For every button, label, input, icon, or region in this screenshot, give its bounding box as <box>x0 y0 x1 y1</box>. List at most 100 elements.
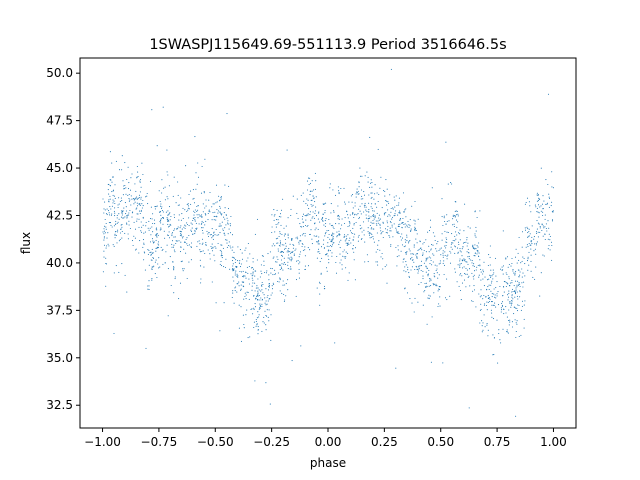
data-point <box>164 262 166 264</box>
data-point <box>237 276 239 278</box>
data-point <box>181 228 183 230</box>
data-point <box>261 273 263 275</box>
data-point <box>121 230 123 233</box>
data-point <box>341 224 343 226</box>
data-point <box>400 250 402 252</box>
data-point <box>212 203 214 205</box>
data-point <box>433 275 435 277</box>
data-point <box>546 230 548 232</box>
data-point <box>477 251 479 253</box>
data-point <box>325 232 327 234</box>
data-point <box>374 215 376 217</box>
data-point <box>109 195 111 197</box>
data-point <box>149 218 152 220</box>
data-point <box>219 263 221 265</box>
data-point <box>324 212 326 214</box>
data-point <box>397 245 399 247</box>
data-point <box>479 309 481 312</box>
data-point <box>254 290 256 292</box>
data-point <box>411 302 413 304</box>
data-point <box>172 195 174 197</box>
data-point <box>429 263 431 265</box>
data-point <box>152 257 155 259</box>
data-point <box>219 199 221 201</box>
data-point <box>261 330 263 332</box>
data-point <box>279 213 282 215</box>
data-point <box>121 263 123 265</box>
data-point <box>516 291 518 293</box>
data-point <box>398 255 400 257</box>
data-point <box>368 209 370 211</box>
data-point <box>345 267 347 269</box>
data-point <box>511 291 513 293</box>
data-point <box>348 221 350 223</box>
data-point <box>519 296 521 298</box>
data-point <box>507 319 510 322</box>
data-point <box>523 318 525 320</box>
data-point <box>280 209 283 211</box>
data-point <box>339 262 341 264</box>
data-point <box>150 234 152 236</box>
data-point <box>142 173 144 176</box>
data-point <box>211 250 214 252</box>
data-point <box>123 217 125 219</box>
data-point <box>298 243 300 245</box>
data-point <box>410 269 412 271</box>
data-point <box>513 306 515 308</box>
data-point <box>414 228 417 230</box>
data-point <box>459 248 461 250</box>
data-point <box>390 211 392 213</box>
data-point <box>389 236 391 238</box>
data-point <box>338 190 340 192</box>
data-point <box>211 243 213 245</box>
data-point <box>308 184 310 186</box>
data-point <box>272 243 274 245</box>
data-point <box>407 242 410 244</box>
data-point <box>326 253 328 255</box>
data-point <box>337 218 339 220</box>
data-point <box>328 258 330 260</box>
data-point <box>106 245 108 247</box>
data-point <box>132 244 134 247</box>
data-point <box>143 259 145 261</box>
data-point <box>380 176 382 178</box>
data-point <box>382 231 384 233</box>
data-point <box>338 214 340 216</box>
data-point <box>122 210 124 212</box>
data-point <box>487 297 489 300</box>
data-point <box>535 231 538 233</box>
data-point <box>109 198 111 200</box>
data-point <box>488 300 491 303</box>
data-point <box>220 265 223 267</box>
data-point <box>219 225 221 227</box>
data-point <box>410 257 412 260</box>
data-point <box>273 283 275 286</box>
data-point <box>514 292 517 294</box>
data-point <box>352 227 354 229</box>
data-point <box>148 285 150 287</box>
data-point <box>241 275 244 277</box>
data-point <box>287 264 289 266</box>
data-point <box>419 240 421 242</box>
data-point <box>485 296 487 298</box>
y-tick-label: 50.0 <box>46 66 73 80</box>
data-point <box>212 212 214 214</box>
data-point <box>344 203 346 205</box>
data-point <box>523 327 525 329</box>
data-point <box>236 275 238 277</box>
data-point <box>471 262 473 264</box>
data-point <box>422 270 424 272</box>
data-point <box>459 289 462 292</box>
data-point <box>430 248 432 250</box>
data-point <box>320 272 322 274</box>
data-point <box>162 106 164 108</box>
data-point <box>239 270 241 273</box>
data-point <box>222 228 224 230</box>
data-point <box>220 225 222 227</box>
data-point <box>388 202 390 204</box>
data-point <box>315 206 317 208</box>
data-point <box>464 203 466 205</box>
data-point <box>439 296 441 298</box>
data-point <box>423 262 425 264</box>
data-point <box>277 242 279 244</box>
